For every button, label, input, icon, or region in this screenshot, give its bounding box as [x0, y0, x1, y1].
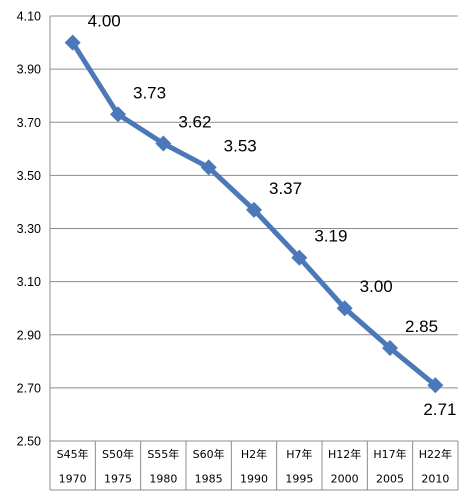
x-category-year: 1995 — [285, 473, 313, 486]
x-category-year: 1985 — [195, 473, 223, 486]
x-category-era: H7年 — [286, 447, 312, 461]
x-category-year: 1970 — [59, 473, 87, 486]
y-tick-label: 2.90 — [17, 328, 41, 342]
y-tick-label: 3.90 — [17, 63, 41, 77]
y-tick-label: 3.10 — [17, 275, 41, 289]
y-tick-label: 3.50 — [17, 169, 41, 183]
data-point-marker — [64, 34, 81, 51]
x-category-era: S50年 — [102, 447, 134, 461]
x-category-era: H17年 — [373, 447, 406, 461]
data-point-marker — [246, 201, 262, 218]
data-label: 4.00 — [88, 12, 121, 31]
data-label: 3.73 — [133, 83, 166, 102]
x-axis-categories: S45年 1970 S50年 1975 S55年 1980 S60年 1985 H2年 1990 H… — [57, 447, 452, 486]
series — [64, 34, 444, 394]
data-label: 3.00 — [360, 277, 393, 296]
y-tick-label: 2.70 — [17, 381, 41, 395]
x-category-era: H22年 — [419, 447, 452, 461]
axes — [49, 16, 459, 491]
x-category-era: S60年 — [193, 447, 225, 461]
x-category-year: 1975 — [104, 473, 132, 486]
data-point-marker — [110, 106, 126, 123]
data-point-marker — [200, 159, 217, 176]
x-category-era: H2年 — [241, 447, 267, 461]
data-label: 2.71 — [423, 400, 456, 419]
x-category-era: S55年 — [147, 447, 179, 461]
y-tick-label: 3.70 — [17, 116, 41, 130]
y-tick-label: 2.50 — [17, 435, 41, 449]
x-category-year: 2005 — [376, 473, 404, 486]
y-tick-label: 4.10 — [17, 10, 41, 24]
data-label: 3.37 — [269, 179, 302, 198]
x-category-era: S45年 — [57, 447, 89, 461]
data-label: 3.53 — [224, 136, 257, 155]
data-point-marker — [427, 377, 444, 394]
x-category-year: 2010 — [421, 473, 449, 486]
data-label: 2.85 — [405, 317, 438, 336]
y-tick-label: 3.30 — [17, 222, 41, 236]
x-category-year: 2000 — [331, 473, 359, 486]
gridlines — [50, 15, 458, 442]
y-axis-ticks: 4.10 3.90 3.70 3.50 3.30 3.10 2.90 2.70 2.50 — [17, 10, 41, 449]
x-category-year: 1980 — [149, 473, 177, 486]
data-point-marker — [382, 340, 398, 357]
data-point-marker — [155, 135, 172, 152]
data-label: 3.62 — [178, 113, 211, 132]
data-point-marker — [291, 249, 308, 266]
x-category-era: H12年 — [328, 447, 361, 461]
data-point-marker — [336, 300, 353, 317]
data-label: 3.19 — [314, 227, 347, 246]
data-labels: 4.00 3.73 3.62 3.53 3.37 3.19 3.00 2.85 2.71 — [88, 12, 457, 420]
x-category-year: 1990 — [240, 473, 268, 486]
